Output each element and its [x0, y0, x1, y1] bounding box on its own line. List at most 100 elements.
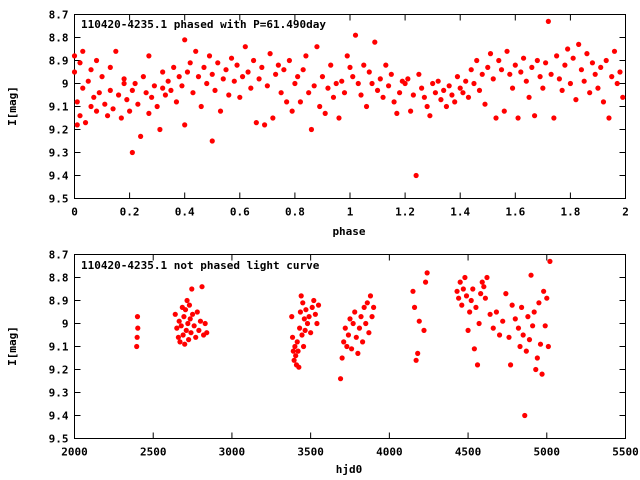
unphased-data-point	[197, 318, 204, 324]
unphased-data-point	[454, 288, 460, 294]
unphased-data-point	[178, 323, 184, 329]
unphased-data-point	[183, 327, 189, 333]
phased-data-point	[576, 41, 582, 48]
phased-x-tick-label: 2	[622, 206, 629, 219]
phased-data-point	[132, 80, 138, 87]
phased-data-point	[242, 44, 248, 50]
unphased-data-point	[302, 327, 308, 333]
unphased-data-point	[462, 274, 468, 281]
phased-data-point	[154, 103, 160, 110]
phased-data-point	[176, 74, 182, 80]
unphased-data-point	[186, 302, 193, 308]
phased-data-point	[107, 87, 113, 93]
unphased-x-axis-label: hjd0	[336, 463, 363, 476]
phased-data-point	[77, 113, 83, 119]
unphased-data-point	[539, 371, 545, 377]
phased-data-point	[512, 62, 518, 68]
unphased-data-point	[289, 314, 295, 320]
unphased-data-point	[531, 309, 537, 315]
phased-data-point	[501, 108, 507, 114]
phased-data-point	[344, 53, 350, 59]
phased-data-point	[289, 108, 295, 114]
phased-data-point	[303, 53, 309, 59]
unphased-data-point	[295, 348, 301, 354]
unphased-data-point	[175, 334, 182, 340]
unphased-data-point	[291, 357, 297, 363]
unphased-data-point	[289, 334, 296, 340]
phased-data-point	[270, 115, 276, 121]
unphased-data-point	[176, 318, 182, 324]
unphased-data-point	[134, 334, 140, 340]
phased-data-point	[85, 78, 91, 84]
unphased-data-point	[463, 293, 470, 299]
phased-data-point	[248, 85, 254, 91]
phased-data-point	[567, 80, 574, 87]
unphased-data-point	[191, 323, 197, 329]
phased-data-point	[319, 74, 326, 80]
unphased-data-point	[184, 297, 190, 304]
phased-data-point	[220, 76, 226, 82]
unphased-data-point	[530, 323, 536, 329]
unphased-data-point	[172, 311, 178, 317]
phased-data-point	[226, 92, 232, 98]
unphased-data-point	[522, 412, 528, 419]
phased-data-point	[104, 113, 111, 119]
phased-data-point	[573, 97, 579, 103]
phased-x-tick-label: 0.4	[175, 206, 195, 219]
unphased-data-point	[410, 288, 416, 294]
unphased-data-point	[460, 286, 466, 292]
phased-data-point	[463, 78, 469, 84]
phased-data-point	[361, 62, 367, 68]
phased-data-point	[228, 55, 235, 61]
unphased-data-point	[189, 286, 195, 292]
phased-data-point	[118, 115, 124, 121]
phased-data-point	[600, 99, 607, 105]
phased-data-point	[82, 120, 89, 126]
phased-data-point	[347, 64, 353, 70]
phased-data-point	[620, 94, 626, 100]
phased-y-tick-label: 9.5	[49, 193, 69, 206]
phased-data-point	[396, 90, 403, 96]
phased-data-point	[603, 57, 609, 64]
phased-data-point	[209, 71, 215, 77]
phased-data-point	[490, 76, 496, 82]
phased-data-point	[239, 74, 246, 80]
phased-x-tick-label: 1.6	[505, 206, 525, 219]
phased-data-point	[115, 92, 122, 98]
phased-data-point	[93, 57, 100, 64]
phased-data-point	[452, 99, 458, 105]
phased-data-point	[88, 67, 94, 73]
unphased-light-curve-panel: 8.7 8.8 8.9 9 9.1 9.2 9.3 9.4 9.5 2000 2500 3000 35…	[6, 249, 639, 477]
phased-data-point	[135, 101, 141, 107]
phased-data-point	[212, 87, 218, 93]
unphased-data-point	[342, 325, 348, 331]
phased-data-point	[465, 94, 472, 100]
phased-data-point	[273, 71, 279, 77]
unphased-data-point	[180, 332, 186, 338]
unphased-data-point	[350, 320, 356, 327]
phased-data-points	[71, 18, 626, 179]
unphased-data-point	[309, 304, 315, 310]
unphased-data-point	[369, 314, 375, 320]
phased-x-tick-label: 1	[347, 206, 354, 219]
unphased-data-point	[339, 355, 345, 361]
unphased-data-point	[194, 309, 200, 315]
unphased-data-point	[181, 314, 187, 320]
phased-data-point	[187, 60, 193, 66]
unphased-data-point	[517, 343, 523, 350]
phased-data-point	[504, 48, 510, 54]
phased-data-point	[570, 55, 576, 61]
phased-data-point	[281, 67, 287, 73]
phased-data-point	[160, 69, 166, 75]
phased-data-point	[195, 74, 202, 80]
phased-y-tick-label: 8.9	[49, 55, 69, 68]
phased-data-point	[408, 108, 414, 114]
unphased-data-point	[304, 320, 311, 327]
phased-data-point	[449, 92, 455, 98]
phased-x-tick-label: 1.4	[450, 206, 470, 219]
phased-data-point	[206, 53, 213, 59]
phased-data-point	[129, 87, 135, 93]
unphased-data-point	[294, 339, 300, 345]
unphased-data-point	[344, 343, 350, 350]
